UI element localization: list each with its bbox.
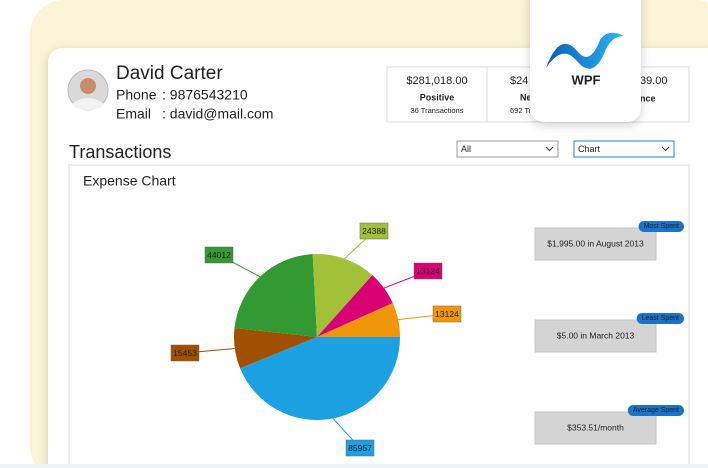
- chevron: [661, 146, 670, 152]
- stat-tag-pill: [638, 221, 684, 232]
- chart-title: Expense Chart: [83, 173, 176, 189]
- data-label-box: [204, 246, 234, 264]
- pie-slice: [312, 254, 373, 337]
- user-name: David Carter: [116, 63, 223, 84]
- summary-label: Ne: [520, 92, 532, 102]
- stat-tag-pill: [636, 313, 684, 324]
- stat-card: [534, 319, 657, 353]
- avatar-shirt: [72, 98, 104, 110]
- pie-slice: [317, 275, 393, 337]
- summary-label: Positive: [420, 92, 455, 102]
- section-title: Transactions: [69, 142, 171, 162]
- data-label: 13124: [435, 309, 459, 319]
- data-label-box: [345, 439, 375, 457]
- pie-slice: [240, 337, 400, 420]
- data-label: 24388: [362, 226, 386, 236]
- view-dropdown[interactable]: [573, 140, 675, 158]
- chevron: [545, 146, 554, 152]
- pie-chart: 85957 15453 44012 24388 13124 13124: [170, 222, 462, 457]
- data-label-box: [170, 344, 200, 362]
- phone-label: Phone: [116, 87, 157, 103]
- pie-slice: [234, 254, 317, 337]
- view-value: Chart: [578, 144, 601, 154]
- data-label-box: [413, 262, 443, 280]
- stat-tag: Most Spent: [644, 223, 679, 230]
- data-label: 44012: [207, 250, 231, 260]
- email-label: Email: [116, 106, 151, 122]
- phone: : 9876543210: [162, 87, 248, 103]
- summary-count: 692 Tra: [510, 106, 536, 115]
- summary-amount: $281,018.00: [406, 75, 467, 87]
- filter-dropdown[interactable]: [456, 140, 559, 158]
- stat-tag-pill: [627, 405, 684, 416]
- summary-amount: $24: [510, 75, 528, 87]
- summary-count: 36 Transactions: [411, 106, 464, 115]
- email: : david@mail.com: [162, 106, 273, 122]
- stat-text: $1,995.00 in August 2013: [547, 238, 644, 248]
- data-label: 13124: [416, 266, 440, 276]
- bottom-edge: [0, 464, 708, 468]
- stat-tag: Least Spent: [642, 315, 679, 322]
- stat-card: [534, 227, 657, 261]
- avatar-face: [80, 78, 96, 94]
- stats: $1,995.00 in August 2013 Most Spent $5.00 …: [534, 221, 684, 445]
- wpf-text: WPF: [572, 72, 601, 87]
- stat-text: $5.00 in March 2013: [557, 330, 635, 340]
- data-label-box: [432, 305, 462, 323]
- filter-value: All: [461, 144, 471, 154]
- summary-label: nce: [640, 93, 656, 103]
- summary-amount: 39.00: [640, 75, 668, 87]
- pie-slice: [317, 303, 400, 337]
- stat-tag: Average Spent: [633, 407, 679, 414]
- stat-text: $353.51/month: [567, 422, 624, 432]
- data-label: 85957: [348, 443, 372, 453]
- data-label-box: [359, 222, 389, 240]
- stat-card: [534, 411, 657, 445]
- wpf-logo: [546, 32, 624, 69]
- pie-slice: [234, 328, 317, 369]
- data-label: 15453: [173, 348, 197, 358]
